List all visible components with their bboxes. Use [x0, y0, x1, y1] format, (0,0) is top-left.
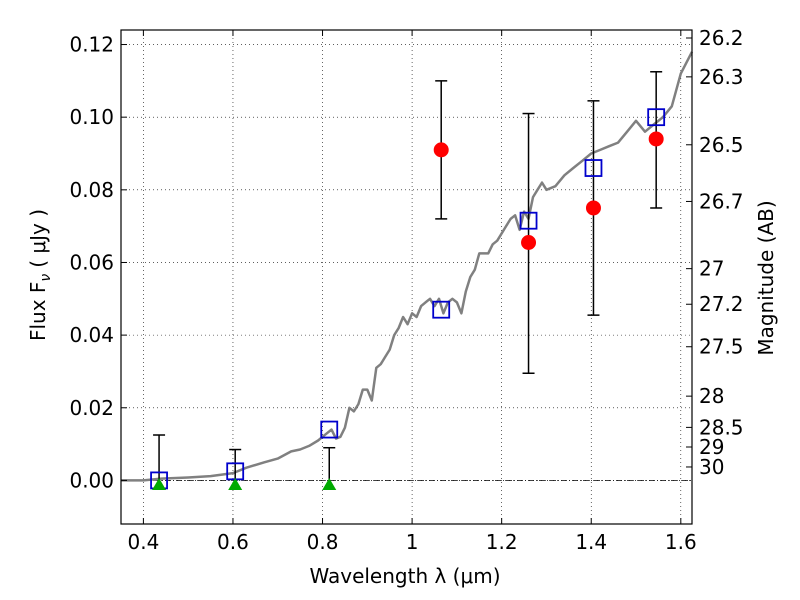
y-tick-label: 0.06	[69, 250, 114, 274]
y2-tick-label: 29	[699, 435, 724, 459]
observed-flux-point	[648, 131, 664, 147]
y2-tick-label: 27	[699, 257, 724, 281]
y-tick-label: 0.10	[69, 105, 114, 129]
model-photometry-square	[584, 159, 603, 177]
observed-flux-point	[521, 234, 537, 250]
model-photometry-square	[647, 108, 666, 127]
y2-tick-label: 27.2	[699, 292, 744, 316]
y2-tick-label: 26.7	[699, 189, 744, 213]
y-axis-title-main: Flux F	[26, 282, 50, 341]
y-tick-label: 0.12	[69, 33, 114, 57]
x-tick-label: 1	[406, 530, 419, 554]
x-tick-label: 0.6	[217, 530, 249, 554]
upper-limit-triangle	[228, 478, 243, 491]
model-sed-layer	[121, 51, 694, 482]
data-point-layer	[150, 108, 666, 491]
y-tick-label: 0.08	[69, 178, 114, 202]
y2-tick-label: 27.5	[699, 335, 744, 359]
y2-tick-label: 26.3	[699, 65, 744, 89]
observed-flux-point	[433, 142, 449, 158]
tick-layer: 0.4 0.6 0.8 1 1.2 1.4 1.6 0.00 0.02 0.04 0.06 0.08 0…	[69, 26, 743, 554]
x-tick-label: 1.2	[486, 530, 518, 554]
plot-frame	[120, 29, 693, 525]
error-bar-layer	[153, 71, 663, 485]
y-tick-label: 0.02	[69, 396, 114, 420]
x-tick-label: 0.8	[307, 530, 339, 554]
y-tick-label: 0.04	[69, 323, 114, 347]
y2-tick-label: 26.2	[699, 26, 744, 50]
x-tick-label: 1.6	[665, 530, 697, 554]
model-photometry-square	[320, 420, 339, 439]
y-axis-title: Flux Fν ( μJy )	[26, 209, 54, 341]
upper-limit-triangle	[152, 478, 167, 491]
x-axis-title: Wavelength λ (μm)	[309, 564, 500, 588]
y-axis-title-unit: ( μJy )	[26, 209, 50, 268]
model-sed-line	[121, 51, 694, 482]
x-tick-label: 0.4	[127, 530, 159, 554]
y2-tick-label: 28.5	[699, 415, 744, 439]
y-axis-title-subscript: ν	[38, 274, 54, 282]
upper-limit-triangle	[322, 478, 337, 491]
y2-axis-title: Magnitude (AB)	[754, 200, 778, 355]
x-tick-label: 1.4	[575, 530, 607, 554]
y2-tick-label: 28	[699, 384, 724, 408]
y2-tick-label: 30	[699, 455, 724, 479]
observed-flux-point	[585, 200, 601, 216]
model-photometry-square	[519, 211, 538, 230]
model-photometry-square	[432, 300, 451, 319]
y-tick-label: 0.00	[69, 468, 114, 492]
y2-tick-label: 26.5	[699, 133, 744, 157]
